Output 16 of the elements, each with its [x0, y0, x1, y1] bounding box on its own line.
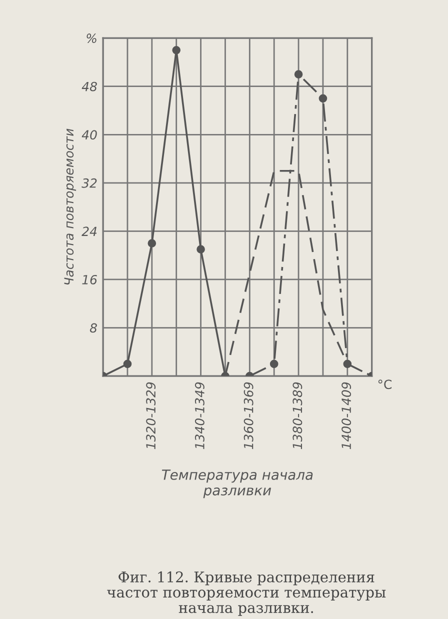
y-tick-label: 48: [82, 82, 97, 92]
y-tick-label: 16: [82, 274, 97, 284]
y-tick-label: 40: [82, 130, 97, 140]
text: °C: [378, 380, 392, 390]
y-tick-label: 24: [82, 226, 97, 236]
x-tick-label: 1380-1389: [292, 382, 302, 450]
y-tick-label: 32: [82, 178, 97, 188]
x-tick-label: 1400-1409: [342, 382, 352, 450]
y-tick-label: %: [86, 34, 96, 43]
x-tick-label: 1360-1369: [244, 382, 254, 450]
x-tick-label: 1340-1349: [194, 382, 204, 450]
y-tick-label: 8: [90, 323, 97, 333]
text: Фиг. 112. Кривые распределения частот повторяемости температуры начала разливки.: [107, 571, 386, 616]
x-axis-title: Температура начала разливки: [162, 470, 313, 498]
y-axis-title: Частота повторяемости: [64, 128, 76, 284]
x-tick-label: 1320-1329: [146, 382, 156, 450]
